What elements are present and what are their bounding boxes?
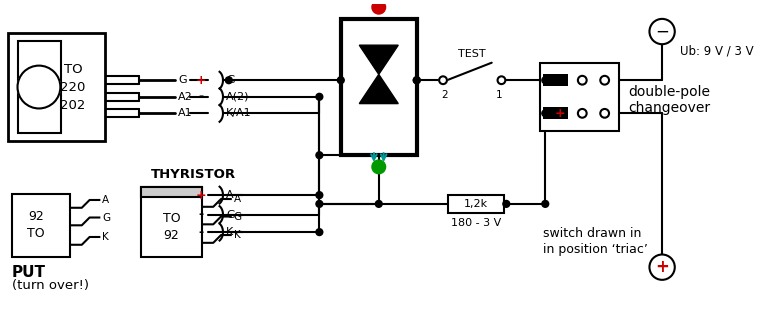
Text: TO
92: TO 92: [162, 212, 181, 242]
Text: THYRISTOR: THYRISTOR: [151, 168, 236, 181]
Circle shape: [372, 160, 386, 174]
Text: G: G: [226, 210, 235, 220]
Circle shape: [226, 77, 233, 84]
Circle shape: [542, 110, 549, 117]
Text: TO
220
202: TO 220 202: [60, 62, 86, 111]
Bar: [142, 187, 201, 197]
Text: (turn over!): (turn over!): [11, 279, 89, 292]
Text: switch drawn in: switch drawn in: [543, 227, 642, 240]
Text: PUT: PUT: [11, 265, 46, 280]
Text: 180 - 3 V: 180 - 3 V: [451, 218, 501, 228]
Text: G: G: [178, 75, 187, 85]
Text: double-pole: double-pole: [628, 85, 710, 99]
Circle shape: [578, 76, 587, 84]
Circle shape: [337, 77, 344, 84]
Circle shape: [413, 77, 420, 84]
Circle shape: [316, 229, 323, 236]
Text: +: +: [195, 74, 206, 87]
Circle shape: [372, 0, 386, 14]
Text: 1,2k: 1,2k: [464, 199, 488, 209]
Circle shape: [18, 66, 60, 109]
Bar: [8, 33, 105, 141]
Bar: [142, 187, 201, 257]
Circle shape: [601, 109, 609, 118]
Text: G: G: [233, 212, 242, 222]
Text: K: K: [233, 230, 240, 240]
Circle shape: [601, 76, 609, 84]
Circle shape: [555, 109, 565, 118]
Circle shape: [316, 93, 323, 100]
Text: A2: A2: [178, 92, 193, 102]
Circle shape: [578, 109, 587, 118]
Text: −: −: [655, 22, 669, 41]
Text: 92
TO: 92 TO: [28, 210, 45, 240]
Bar: [543, 108, 568, 119]
Text: -: -: [198, 208, 203, 221]
Text: +: +: [655, 258, 669, 276]
Circle shape: [316, 152, 323, 159]
Bar: [448, 195, 504, 213]
Text: A1: A1: [178, 108, 193, 118]
Bar: [543, 74, 568, 86]
Text: TEST: TEST: [458, 49, 486, 59]
Bar: [18, 41, 61, 133]
Bar: [11, 194, 70, 257]
Text: -: -: [198, 90, 203, 103]
Circle shape: [542, 77, 549, 84]
Text: −: −: [555, 74, 565, 87]
Circle shape: [316, 201, 323, 207]
Text: A(2): A(2): [226, 92, 249, 102]
Text: -: -: [198, 107, 203, 120]
Text: A: A: [226, 190, 233, 200]
Text: in position ‘triac’: in position ‘triac’: [543, 243, 648, 256]
Text: Ub: 9 V / 3 V: Ub: 9 V / 3 V: [679, 45, 754, 58]
Circle shape: [649, 19, 675, 44]
Circle shape: [376, 201, 382, 207]
Polygon shape: [360, 74, 399, 104]
Text: K: K: [103, 232, 109, 242]
Text: G: G: [226, 75, 235, 85]
Circle shape: [439, 76, 447, 84]
Circle shape: [497, 76, 506, 84]
Bar: [340, 19, 417, 155]
Text: A: A: [103, 195, 109, 205]
Text: A: A: [233, 194, 241, 204]
Circle shape: [503, 201, 509, 207]
Circle shape: [542, 201, 549, 207]
Text: K/A1: K/A1: [226, 108, 252, 118]
Text: +: +: [195, 188, 206, 202]
Text: +: +: [555, 107, 565, 120]
Circle shape: [649, 254, 675, 280]
Circle shape: [316, 192, 323, 199]
Circle shape: [413, 77, 420, 84]
Text: 1: 1: [496, 90, 503, 100]
Circle shape: [555, 76, 565, 84]
Text: changeover: changeover: [628, 101, 710, 115]
Bar: [540, 63, 620, 131]
Text: 2: 2: [441, 90, 448, 100]
Text: G: G: [103, 213, 110, 223]
Text: -: -: [198, 226, 203, 239]
Polygon shape: [360, 45, 399, 74]
Text: K: K: [226, 227, 233, 237]
